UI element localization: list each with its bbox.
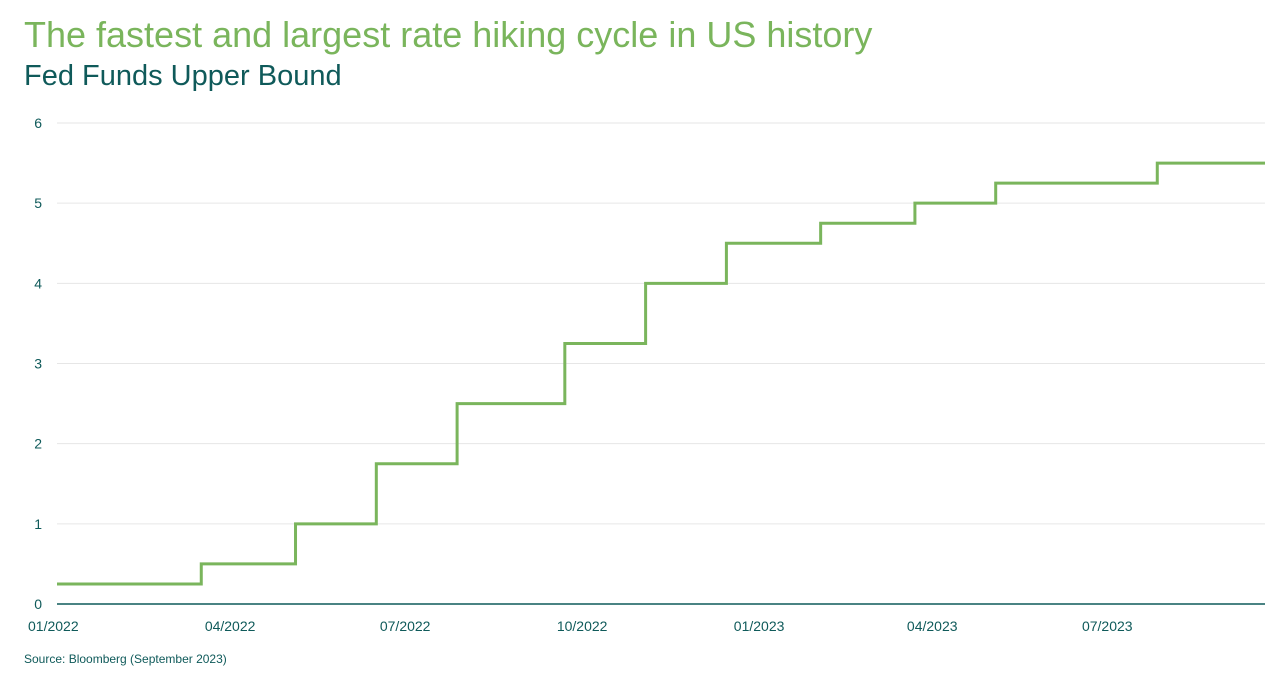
y-tick-label: 0 [34,596,42,612]
y-tick-label: 4 [34,275,42,291]
series-layer [57,161,1265,586]
x-axis-ticks: 01/2022 04/2022 07/2022 10/2022 01/2023 04/20… [28,618,1133,634]
chart-title: The fastest and largest rate hiking cycl… [24,14,873,55]
y-tick-label: 1 [34,516,42,532]
x-tick-label: 04/2023 [907,618,958,634]
grid-lines [57,122,1265,525]
source-note: Source: Bloomberg (September 2023) [24,652,227,666]
x-tick-label: 01/2023 [734,618,785,634]
y-tick-label: 2 [34,436,42,452]
x-tick-label: 10/2022 [557,618,608,634]
y-tick-label: 6 [34,115,42,131]
chart-subtitle: Fed Funds Upper Bound [24,60,342,92]
y-axis-ticks: 0 1 2 3 4 5 6 [34,115,42,612]
x-tick-label: 07/2022 [380,618,431,634]
y-tick-label: 3 [34,356,42,372]
y-tick-label: 5 [34,195,42,211]
x-tick-label: 04/2022 [205,618,256,634]
x-tick-label: 07/2023 [1082,618,1133,634]
series-line-0 [57,161,1265,586]
x-tick-label: 01/2022 [28,618,79,634]
